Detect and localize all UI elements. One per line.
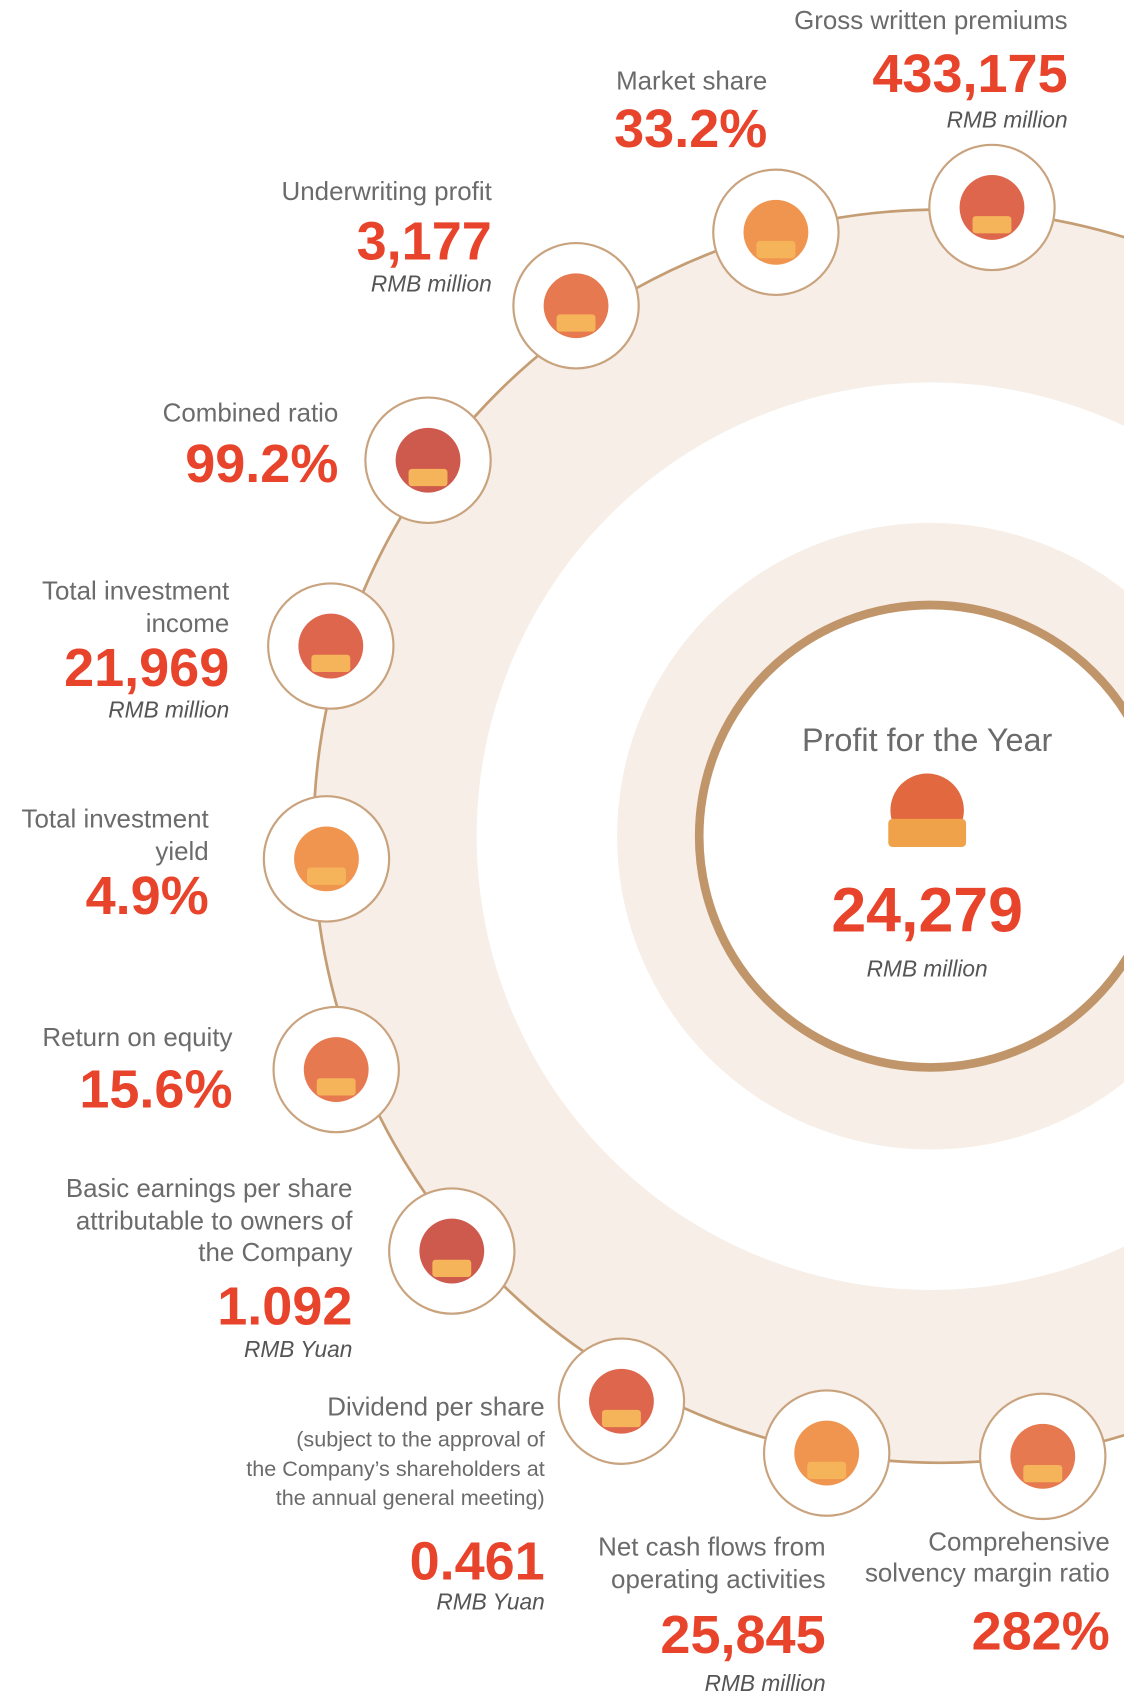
kpi-note: the Company’s shareholders at (246, 1456, 545, 1481)
kpi-item: Combined ratio 99.2% (163, 398, 491, 523)
kpi-unit: RMB Yuan (244, 1336, 352, 1362)
icon-detail (756, 241, 795, 258)
kpi-label: Market share (616, 68, 767, 96)
icon-detail (432, 1260, 471, 1277)
center-value: 24,279 (831, 875, 1023, 945)
icon-detail (973, 216, 1012, 233)
kpi-value: 21,969 (64, 638, 229, 698)
kpi-value: 33.2% (614, 99, 767, 159)
kpi-value: 99.2% (185, 434, 338, 494)
kpi-unit: RMB million (705, 1670, 826, 1694)
kpi-unit: RMB Yuan (436, 1589, 544, 1615)
kpi-label: Gross written premiums (794, 7, 1068, 35)
kpi-label: Underwriting profit (282, 178, 493, 206)
kpi-value: 15.6% (79, 1059, 232, 1119)
kpi-note: the annual general meeting) (276, 1485, 545, 1510)
kpi-label: Total investment (42, 578, 230, 606)
kpi-item: Return on equity 15.6% (42, 1007, 398, 1132)
kpi-label: attributable to owners of (76, 1207, 353, 1235)
infographic: Profit for the Year 24,279 RMB million G… (0, 0, 1124, 1694)
icon-detail (807, 1462, 846, 1479)
center-unit: RMB million (867, 956, 988, 982)
kpi-unit: RMB million (371, 271, 492, 297)
kpi-label: yield (155, 838, 208, 866)
kpi-label: Return on equity (42, 1024, 232, 1052)
kpi-value: 4.9% (86, 866, 209, 926)
icon-detail (307, 868, 346, 885)
kpi-label: Combined ratio (163, 399, 339, 427)
icon-detail (317, 1078, 356, 1095)
icon-detail (602, 1410, 641, 1427)
kpi-unit: RMB million (108, 696, 229, 722)
kpi-label: Dividend per share (327, 1393, 544, 1421)
kpi-note: (subject to the approval of (296, 1427, 545, 1452)
kpi-value: 3,177 (357, 211, 492, 271)
kpi-value: 282% (972, 1602, 1110, 1662)
kpi-value: 1.092 (217, 1277, 352, 1337)
kpi-label: Comprehensive (928, 1528, 1109, 1556)
icon-detail (409, 469, 448, 486)
kpi-unit: RMB million (947, 106, 1068, 132)
center-title: Profit for the Year (802, 722, 1053, 758)
kpi-item: Market share 33.2% (614, 68, 838, 295)
icon-detail (311, 655, 350, 672)
center-icon-coins (888, 819, 966, 847)
kpi-label: Total investment (22, 806, 210, 834)
kpi-label: solvency margin ratio (865, 1560, 1110, 1588)
kpi-label: Basic earnings per share (66, 1175, 353, 1203)
kpi-label: Net cash flows from (598, 1534, 825, 1562)
kpi-item: Basic earnings per share attributable to … (66, 1175, 515, 1362)
kpi-value: 0.461 (410, 1531, 545, 1591)
icon-detail (1023, 1465, 1062, 1482)
kpi-label: income (146, 610, 230, 638)
kpi-label: operating activities (611, 1566, 826, 1594)
icon-detail (557, 314, 596, 331)
kpi-value: 25,845 (660, 1605, 825, 1665)
kpi-label: the Company (198, 1239, 352, 1267)
kpi-value: 433,175 (872, 44, 1067, 104)
